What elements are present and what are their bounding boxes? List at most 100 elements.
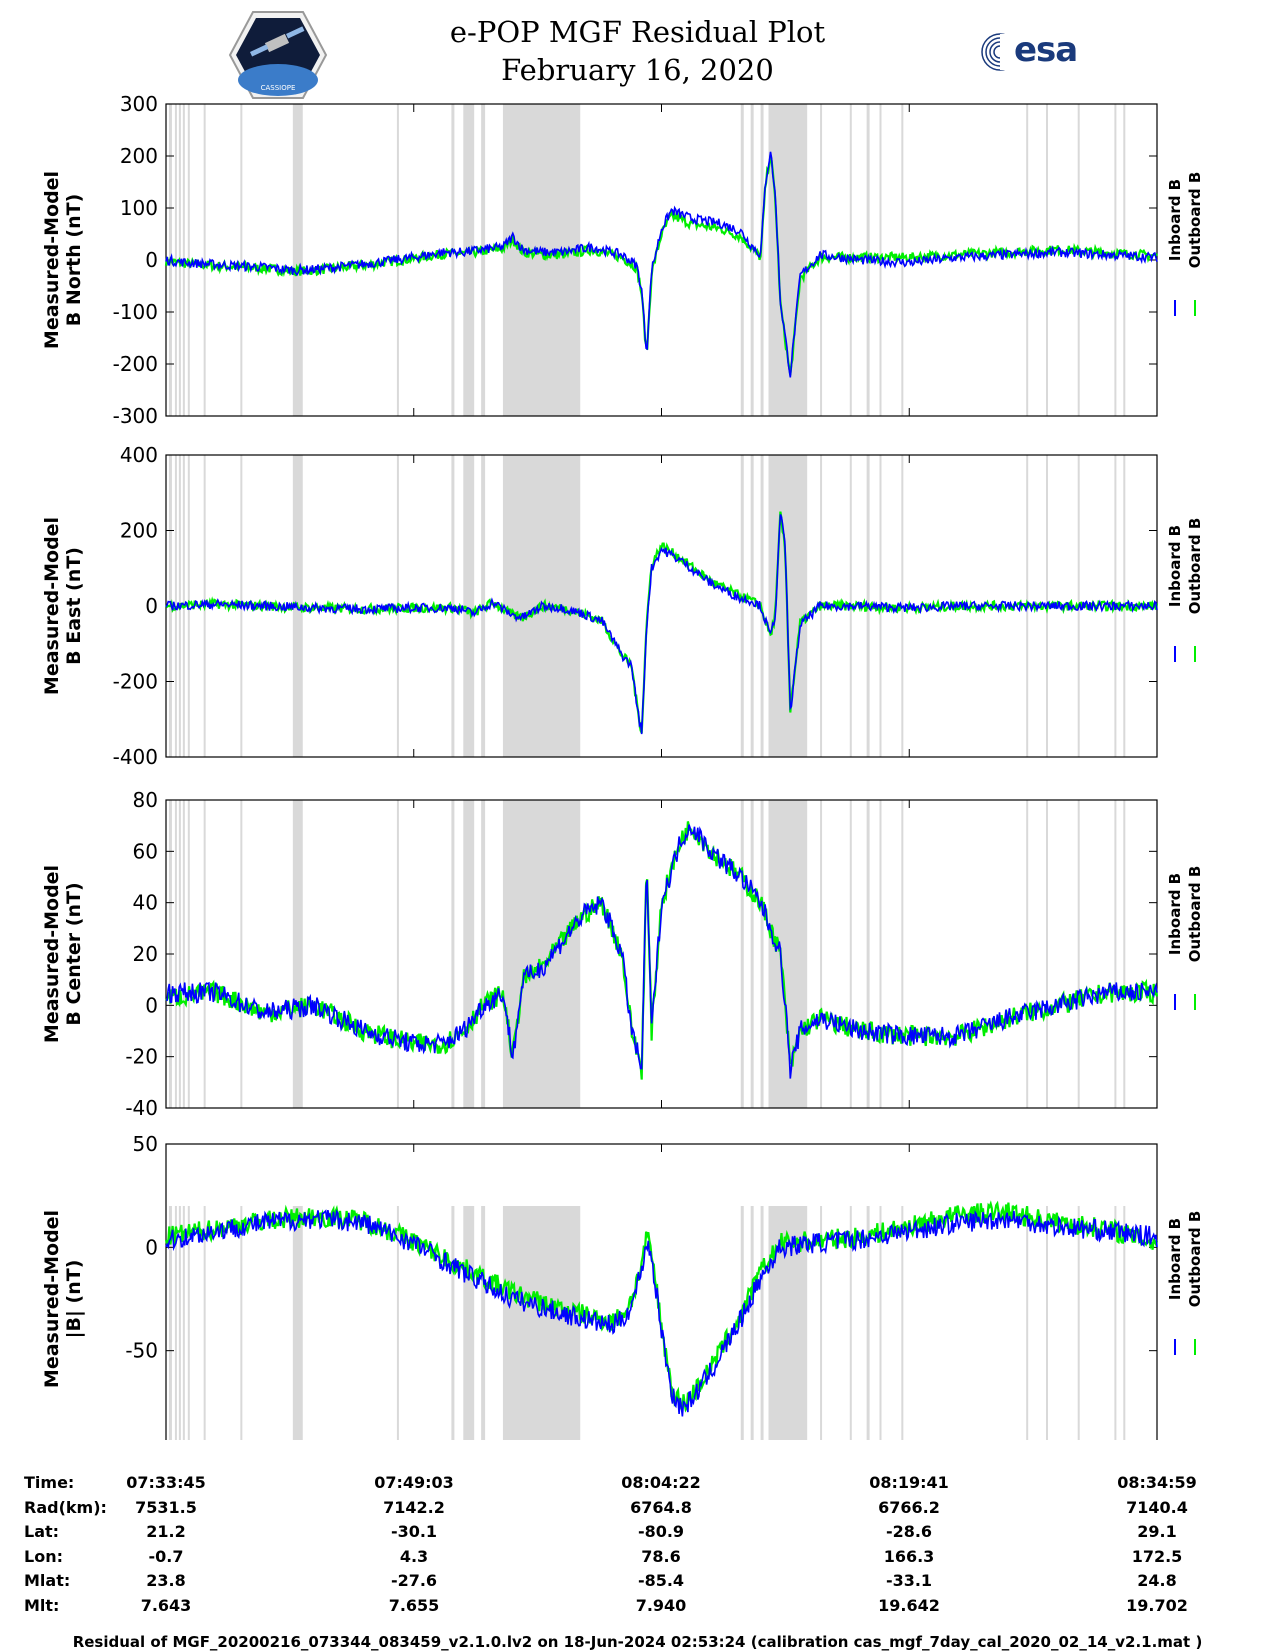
data-gap-shade [178, 1206, 181, 1440]
data-gap-shade [1123, 104, 1126, 416]
footer-caption: Residual of MGF_20200216_073344_083459_v… [72, 1633, 1203, 1651]
data-gap-shade [203, 104, 206, 416]
y-axis-label: B Center (nT) [63, 882, 85, 1025]
data-gap-shade [820, 800, 823, 1108]
y-axis-label: Measured-Model [41, 171, 63, 349]
info-cell: 24.8 [1137, 1571, 1177, 1590]
data-gap-shade [292, 1206, 303, 1440]
plot-frame [165, 799, 1158, 1109]
data-gap-shade [463, 104, 475, 416]
data-gap-shade [451, 104, 455, 416]
y-tick-label: 400 [120, 443, 158, 467]
legend-outboard-label: Outboard B [1186, 172, 1204, 269]
inboard-series-line [165, 514, 1158, 735]
data-gap-shade [502, 104, 581, 416]
y-tick-label: 200 [120, 519, 158, 543]
data-gap-shade [292, 104, 303, 416]
info-cell: 07:49:03 [374, 1473, 454, 1492]
data-gap-shade [240, 800, 243, 1108]
data-gap-shade [740, 800, 744, 1108]
y-tick-label: -300 [113, 404, 158, 428]
info-cell: 166.3 [883, 1546, 935, 1566]
data-gap-shade [879, 800, 882, 1108]
data-gap-shade [820, 1206, 823, 1440]
data-gap-shade [463, 800, 475, 1108]
data-gap-shade [396, 800, 399, 1108]
legend-inboard-label: Inboard B [1166, 873, 1184, 955]
info-cell: 29.1 [1137, 1522, 1177, 1541]
info-cell: 19.642 [878, 1595, 940, 1615]
y-axis-label: B East (nT) [63, 547, 85, 665]
data-gap-shade [750, 1206, 754, 1440]
data-gap-shade [187, 1206, 190, 1440]
data-gap-shade [768, 800, 808, 1108]
info-row-label: Mlat: [24, 1571, 71, 1590]
outboard-series-line [165, 821, 1159, 1080]
info-cell: 172.5 [1131, 1546, 1183, 1566]
y-axis-label: Measured-Model [41, 865, 63, 1043]
data-gap-shade [174, 1206, 177, 1440]
data-gap-shade [1077, 1206, 1080, 1440]
y-axis-label: B North (nT) [63, 194, 85, 327]
data-gap-shade [1046, 1206, 1049, 1440]
info-row-label: Time: [24, 1473, 75, 1492]
data-gap-shade [502, 800, 581, 1108]
data-gap-shade [901, 1206, 904, 1440]
plot-frame [165, 103, 1158, 417]
y-tick-label: 300 [120, 92, 158, 116]
y-axis-label: Measured-Model [41, 517, 63, 695]
y-tick-label: -200 [113, 352, 158, 376]
legend-inboard-label: Inboard B [1166, 179, 1184, 261]
data-gap-shade [463, 455, 475, 757]
inboard-series-line [165, 151, 1158, 378]
data-gap-shade [1026, 800, 1029, 1108]
data-gap-shade [1046, 800, 1049, 1108]
info-cell: 21.2 [146, 1522, 186, 1541]
outboard-series-line [165, 511, 1159, 734]
info-row: Rad(km): 7531.5 7142.2 6764.8 6766.2 7140.4 [0, 1498, 1275, 1522]
data-gap-shade [1114, 800, 1117, 1108]
data-gap-shade [1026, 1206, 1029, 1440]
data-gap-shade [750, 104, 754, 416]
data-gap-shade [866, 1206, 870, 1440]
info-cell: -30.1 [390, 1522, 438, 1541]
y-tick-label: -40 [125, 1096, 158, 1120]
data-gap-shade [451, 800, 455, 1108]
data-gap-shade [178, 800, 181, 1108]
info-cell: -28.6 [885, 1522, 933, 1541]
y-tick-label: 20 [133, 942, 158, 966]
info-cell: 4.3 [399, 1546, 429, 1566]
info-cell: 6764.8 [630, 1497, 692, 1517]
info-cell: 7140.4 [1126, 1497, 1188, 1517]
info-cell: 7.940 [635, 1595, 687, 1615]
legend-inboard-label: Inboard B [1166, 525, 1184, 607]
data-gap-shade [1046, 104, 1049, 416]
info-cell: 7.643 [140, 1595, 192, 1615]
legend-outboard-label: Outboard B [1186, 1211, 1204, 1308]
data-gap-shade [1123, 1206, 1126, 1440]
info-cell: -80.9 [637, 1522, 685, 1541]
y-axis-label: Measured-Model [41, 1210, 63, 1388]
legend-inboard-label: Inboard B [1166, 1218, 1184, 1300]
y-tick-label: 80 [133, 788, 158, 812]
data-gap-shade [187, 800, 190, 1108]
data-gap-shade [481, 1206, 486, 1440]
info-cell: 6766.2 [878, 1497, 940, 1517]
outboard-series-line [164, 154, 1158, 376]
esa-logo-text: esa [1014, 30, 1078, 70]
info-row-label: Mlt: [24, 1595, 60, 1615]
info-cell: -0.7 [148, 1546, 184, 1566]
data-gap-shade [750, 800, 754, 1108]
data-gap-shade [481, 800, 486, 1108]
info-cell: 08:34:59 [1117, 1473, 1197, 1492]
y-tick-label: -200 [113, 670, 158, 694]
info-cell: 78.6 [641, 1546, 681, 1566]
chart-date: February 16, 2020 [501, 53, 774, 87]
info-row: Mlt: 7.643 7.655 7.940 19.642 19.702 [0, 1596, 1275, 1620]
data-gap-shade [740, 455, 744, 757]
info-cell: -33.1 [885, 1571, 933, 1590]
data-gap-shade [174, 455, 177, 757]
info-row: Time: 07:33:45 07:49:03 08:04:22 08:19:41 08:… [0, 1473, 1275, 1497]
data-gap-shade [750, 455, 754, 757]
info-row: Mlat: 23.8 -27.6 -85.4 -33.1 24.8 [0, 1571, 1275, 1595]
